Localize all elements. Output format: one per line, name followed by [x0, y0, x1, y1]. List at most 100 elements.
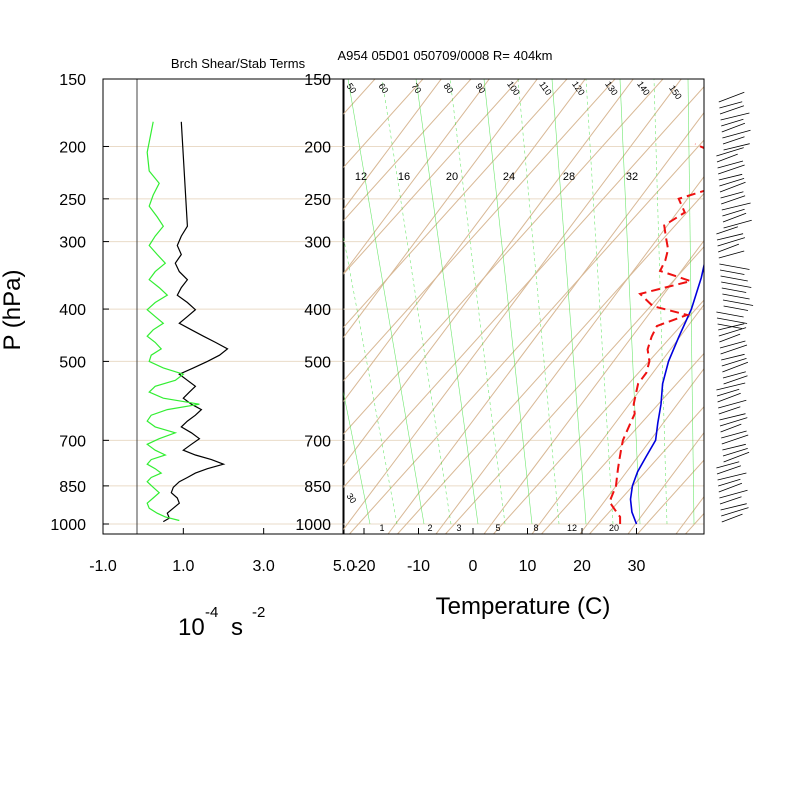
wind-barb — [721, 358, 747, 367]
dry-adiabat — [343, 79, 616, 382]
isotherm — [387, 111, 704, 534]
wind-barb — [722, 136, 745, 145]
dry-adiabat — [734, 69, 800, 534]
mixing-ratio-label: 20 — [609, 523, 619, 533]
shear-term-line — [162, 121, 229, 523]
units-s: s — [231, 614, 243, 641]
wind-barb — [718, 164, 745, 175]
wind-barb — [718, 399, 747, 409]
x-tick-label: 10 — [519, 558, 537, 575]
wind-barb — [721, 118, 744, 127]
mixing-ratio-label: 12 — [355, 171, 367, 183]
wind-barb — [722, 212, 747, 223]
x-tick-label: 1.0 — [172, 558, 194, 575]
isotherm — [435, 175, 704, 534]
adiabat-label: 130 — [603, 79, 620, 97]
isotherm — [579, 367, 704, 534]
units-base: 10 — [178, 614, 205, 641]
adiabat-label: 60 — [376, 81, 390, 95]
adiabat-label: 90 — [473, 81, 487, 95]
isotherm — [343, 79, 538, 339]
isotherm — [343, 79, 442, 211]
wind-barb — [716, 461, 740, 469]
y-tick-label: 400 — [59, 302, 86, 319]
adiabat-label: 50 — [344, 81, 358, 95]
wind-barb — [716, 226, 739, 235]
wind-barb — [721, 507, 749, 517]
wind-barb — [716, 153, 738, 163]
wind-barb — [719, 181, 746, 193]
wind-barb — [720, 275, 748, 282]
units-exp1: -4 — [205, 604, 218, 621]
dry-adiabat — [0, 69, 240, 534]
dry-adiabat — [343, 79, 664, 436]
wind-barb — [717, 160, 744, 169]
left-panel-frame — [102, 78, 345, 535]
mixing-ratio-line — [483, 79, 533, 525]
adiabat-label: 70 — [409, 81, 423, 95]
wind-barb — [723, 451, 750, 463]
y-tick-label: 400 — [304, 302, 331, 319]
mixing-ratio-label: 3 — [456, 523, 461, 533]
wind-barb — [716, 311, 744, 318]
wind-barb — [719, 101, 743, 109]
wind-barbs — [716, 91, 754, 523]
x-tick-label: 3.0 — [253, 558, 275, 575]
wind-barb — [723, 143, 750, 151]
wind-barb — [717, 237, 746, 247]
y-tick-label: 850 — [304, 479, 331, 496]
wind-barb — [718, 323, 745, 331]
adiabat-label: 110 — [537, 80, 553, 97]
mixing-ratio-label: 1 — [379, 523, 384, 533]
x-tick-label: -20 — [352, 558, 375, 575]
wind-barb — [720, 423, 742, 433]
y-tick-label: 300 — [59, 235, 86, 252]
mixing-ratio-line — [347, 79, 425, 525]
wind-barb — [720, 344, 748, 355]
y-axis-label: P (hPa) — [0, 270, 26, 351]
isotherm — [772, 69, 800, 534]
wind-barb — [718, 482, 743, 493]
mixing-ratio-label: 16 — [398, 171, 410, 183]
wind-barb — [721, 353, 745, 361]
mixing-ratio-line — [381, 79, 452, 525]
wind-barb — [718, 250, 745, 259]
mixing-ratio-line — [585, 79, 614, 525]
y-tick-label: 1000 — [50, 517, 86, 534]
shear-stability-panel: 1000 850 700 500 400 300 250 200 150 -1.0 1.0 3.0 5… — [50, 72, 355, 575]
wind-barb — [718, 327, 747, 337]
x-tick-label: 5.0 — [333, 558, 355, 575]
mixing-ratio-label: 12 — [567, 523, 577, 533]
mixing-ratio-label: 20 — [446, 171, 458, 183]
wind-barb — [722, 361, 749, 373]
mixing-ratio-line — [619, 79, 641, 525]
y-tick-label: 200 — [59, 139, 86, 156]
wind-barb — [719, 489, 748, 499]
wind-barb — [716, 317, 748, 324]
wind-barb — [719, 340, 746, 349]
wind-barb — [719, 496, 742, 505]
wind-barb — [718, 91, 745, 103]
mixing-ratio-line — [653, 79, 668, 525]
skewt-frame — [342, 78, 705, 535]
mixing-ratio-label: 2 — [427, 523, 432, 533]
wind-barb — [717, 323, 743, 329]
dry-adiabat — [782, 69, 800, 534]
y-tick-label: 150 — [59, 72, 86, 89]
mixing-ratio-line — [551, 79, 587, 525]
isotherm — [724, 69, 800, 534]
left-panel-title: Brch Shear/Stab Terms — [171, 56, 306, 71]
wind-barb — [718, 173, 743, 181]
isotherm — [343, 79, 490, 275]
wind-barb — [718, 243, 740, 253]
mixing-ratio-line — [687, 79, 695, 525]
wind-barb — [722, 448, 748, 457]
wind-barb — [720, 191, 744, 199]
x-tick-label: -1.0 — [89, 558, 117, 575]
isotherm — [627, 431, 704, 534]
wind-barb — [721, 434, 749, 445]
mixing-ratio-line — [517, 79, 560, 525]
x-tick-label: -10 — [407, 558, 430, 575]
dry-adiabat — [0, 69, 192, 534]
